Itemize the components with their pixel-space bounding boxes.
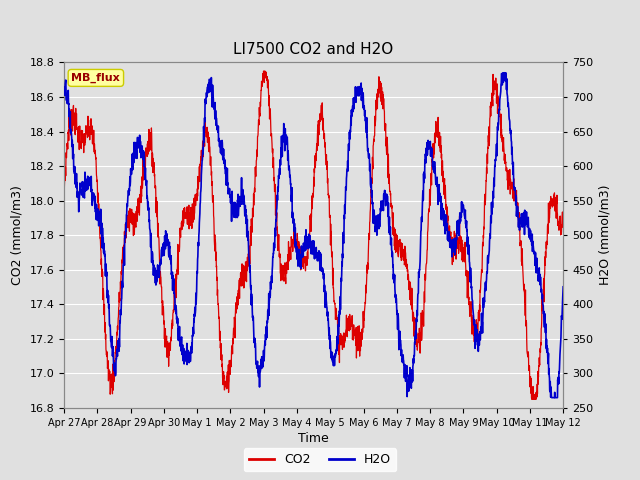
Legend: CO2, H2O: CO2, H2O xyxy=(244,448,396,471)
Y-axis label: CO2 (mmol/m3): CO2 (mmol/m3) xyxy=(11,185,24,285)
Y-axis label: H2O (mmol/m3): H2O (mmol/m3) xyxy=(599,185,612,286)
Text: MB_flux: MB_flux xyxy=(72,73,120,83)
Title: LI7500 CO2 and H2O: LI7500 CO2 and H2O xyxy=(234,42,394,57)
X-axis label: Time: Time xyxy=(298,432,329,445)
